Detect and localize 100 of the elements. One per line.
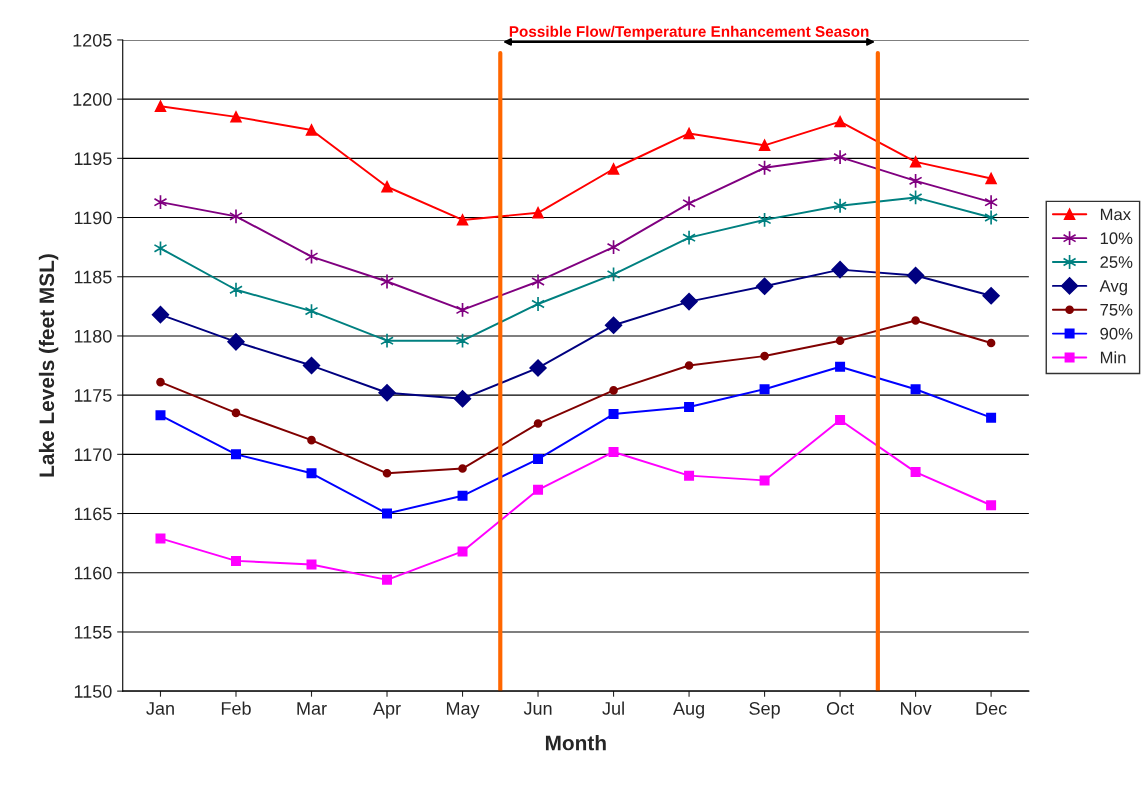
point (230, 111, 242, 123)
point (985, 172, 997, 185)
point (453, 390, 472, 408)
point (382, 508, 393, 519)
point (986, 500, 997, 511)
point (156, 377, 165, 387)
point (229, 208, 243, 225)
point (833, 197, 847, 214)
point (834, 115, 846, 128)
y-tick-label: 1205 (73, 33, 112, 47)
point (910, 384, 921, 395)
x-axis-title: Month (545, 735, 606, 751)
point (456, 214, 469, 226)
point (151, 305, 170, 324)
point (835, 336, 845, 345)
point (457, 490, 468, 501)
point (684, 470, 695, 481)
point (533, 419, 543, 428)
point (684, 401, 695, 412)
point (607, 163, 620, 175)
point (382, 468, 392, 478)
point (306, 559, 317, 570)
y-tick-label: 1175 (74, 389, 112, 402)
point (835, 415, 846, 426)
legend-label: 10% (1100, 232, 1133, 245)
x-tick-label: Apr (373, 702, 401, 719)
point (608, 409, 619, 420)
point (759, 475, 770, 486)
x-tick-label: Jun (523, 702, 552, 715)
y-tick-label: 1190 (74, 211, 112, 225)
point (984, 194, 998, 210)
y-tick-label: 1180 (74, 329, 112, 343)
x-tick-label: Dec (976, 702, 1007, 715)
point (380, 332, 394, 349)
point (533, 454, 544, 465)
point (529, 359, 547, 377)
legend-label: Min (1100, 351, 1126, 364)
point (682, 195, 696, 212)
legend-label: Max (1100, 208, 1131, 221)
point (154, 100, 167, 112)
point (458, 464, 467, 473)
point (380, 273, 394, 290)
point (302, 356, 321, 375)
point (684, 361, 694, 370)
x-tick-label: Feb (221, 701, 251, 715)
point (457, 546, 468, 557)
x-tick-label: Oct (826, 702, 854, 715)
point (231, 408, 241, 418)
x-tick-label: Mar (297, 702, 327, 715)
point (982, 286, 1000, 305)
point (230, 555, 241, 566)
point (307, 435, 316, 445)
point (683, 127, 695, 140)
point (906, 266, 925, 285)
point (910, 467, 921, 478)
point (755, 277, 774, 295)
x-tick-label: Jul (602, 701, 624, 715)
point (909, 156, 922, 168)
point (608, 446, 619, 457)
legend-label: 75% (1100, 304, 1133, 316)
x-tick-label: May (446, 702, 480, 719)
point (682, 229, 696, 246)
point (306, 468, 317, 479)
point (305, 124, 318, 136)
point (831, 260, 849, 279)
point (680, 292, 698, 311)
point (229, 281, 243, 298)
x-tick-label: Nov (901, 702, 932, 715)
x-tick-label: Jan (146, 702, 174, 715)
point (531, 296, 545, 312)
y-tick-label: 1170 (74, 448, 112, 462)
text: Possible Flow/Temperature Enhancement Season (509, 25, 869, 40)
point (835, 361, 846, 372)
legend-label: Avg (1099, 280, 1127, 296)
point (604, 316, 623, 334)
legend-label: 25% (1100, 256, 1133, 268)
legend-label: 90% (1100, 327, 1133, 340)
y-tick-label: 1160 (74, 566, 112, 580)
point (986, 338, 996, 348)
point (760, 351, 769, 361)
point (986, 412, 997, 423)
point (984, 209, 998, 226)
point (609, 386, 618, 395)
point (155, 410, 166, 421)
point (533, 484, 544, 495)
point (532, 207, 544, 219)
point (759, 384, 770, 395)
point (382, 574, 393, 585)
y-tick-label: 1195 (74, 152, 112, 166)
point (378, 384, 396, 402)
point (911, 316, 920, 325)
x-tick-label: Sep (749, 702, 780, 719)
point (227, 333, 245, 351)
point (758, 139, 771, 152)
y-axis-title: Lake Levels (feet MSL) (38, 254, 59, 477)
y-tick-label: 1185 (74, 270, 112, 284)
point (833, 149, 847, 165)
y-tick-label: 1150 (74, 685, 112, 698)
point (155, 533, 166, 544)
point (381, 181, 393, 193)
